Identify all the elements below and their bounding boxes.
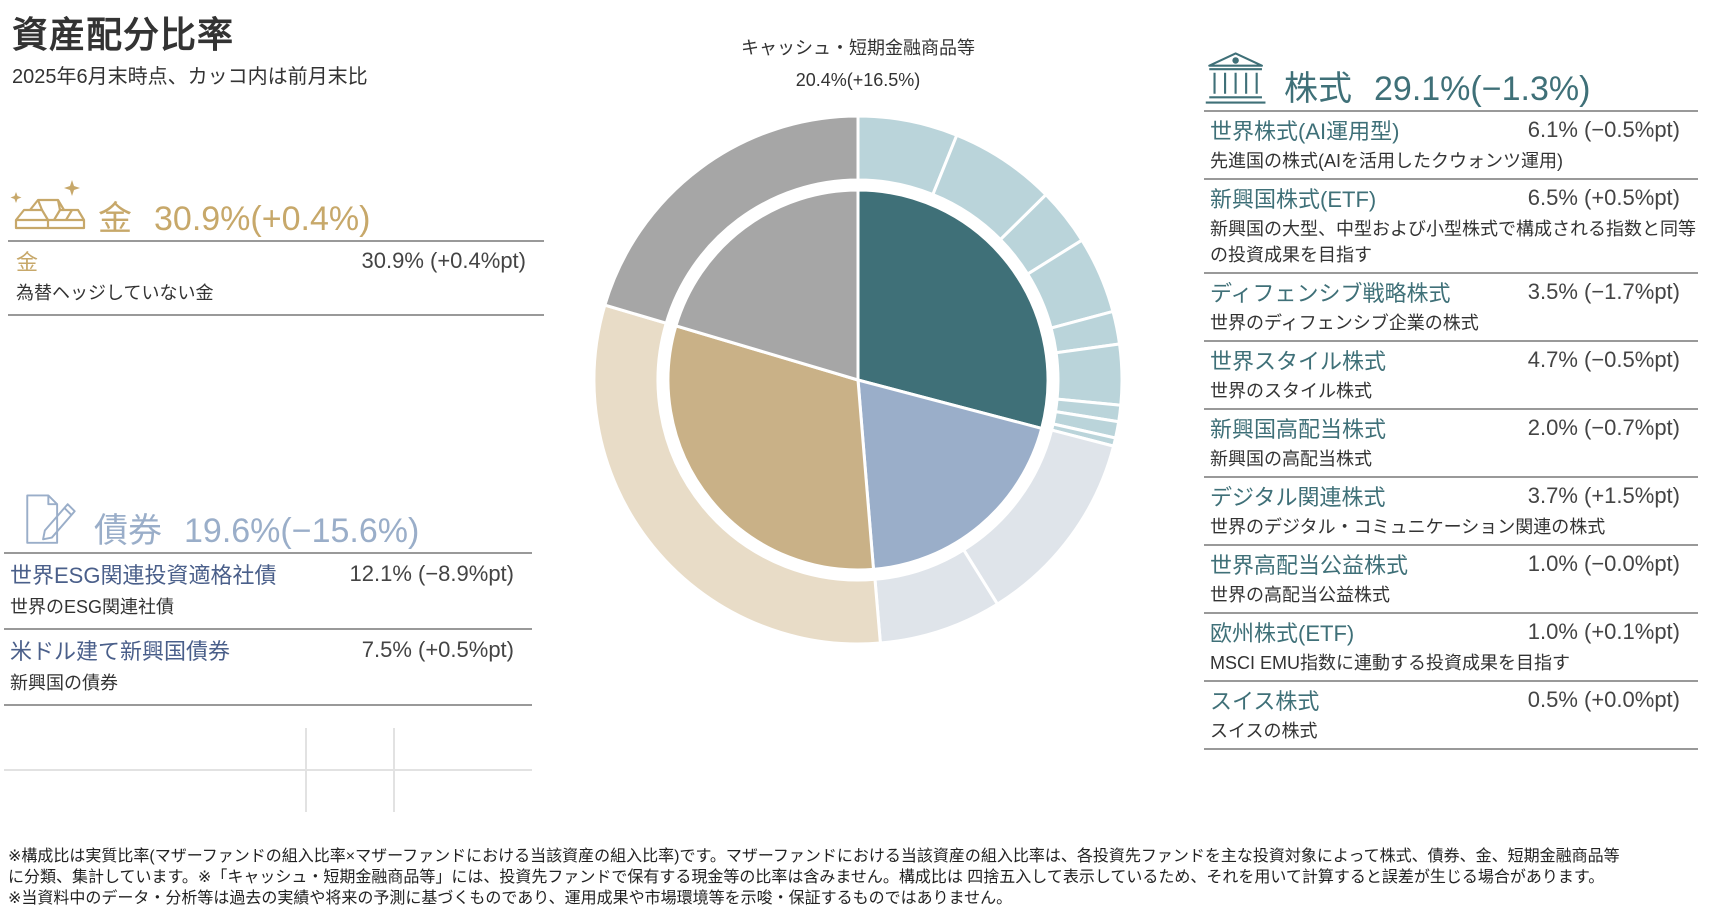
stock-percentage: 29.1%(−1.3%) [1374, 70, 1591, 108]
inner-pie-slice [666, 323, 876, 572]
footnotes: ※構成比は実質比率(マザーファンドの組入比率×マザーファンドにおける当該資産の組… [8, 846, 1708, 909]
stock-item-name: ディフェンシブ戦略株式 [1210, 281, 1451, 306]
donut-chart [592, 114, 1124, 646]
stock-item: 世界スタイル株式 4.7% (−0.5%pt) 世界のスタイル株式 [1204, 340, 1698, 408]
gold-items: 金 30.9% (+0.4%pt) 為替ヘッジしていない金 [8, 240, 544, 316]
stock-section: 株式 29.1%(−1.3%) 世界株式(AI運用型) 6.1% (−0.5%pt… [1204, 40, 1698, 750]
stock-item-desc: MSCI EMU指数に連動する投資成果を目指す [1210, 653, 1570, 673]
stock-item-desc: 世界のデジタル・コミュニケーション関連の株式 [1210, 517, 1606, 537]
bond-item-value: 7.5% (+0.5%pt) [361, 637, 514, 662]
gold-item-name: 金 [16, 250, 39, 275]
stock-item: 世界株式(AI運用型) 6.1% (−0.5%pt) 先進国の株式(AIを活用したク… [1204, 110, 1698, 178]
bond-item: 米ドル建て新興国債券 7.5% (+0.5%pt) 新興国の債券 [4, 628, 532, 706]
bond-section: 債券 19.6%(−15.6%) 世界ESG関連投資適格社債 12.1% (−8… [4, 482, 532, 706]
bond-header: 債券 19.6%(−15.6%) [4, 482, 532, 552]
stock-item-name: 世界株式(AI運用型) [1210, 119, 1400, 144]
decorative-grid [4, 728, 532, 812]
stock-item: 世界高配当公益株式 1.0% (−0.0%pt) 世界の高配当公益株式 [1204, 544, 1698, 612]
stock-item-desc: 世界のディフェンシブ企業の株式 [1210, 313, 1479, 333]
page-title: 資産配分比率 [12, 14, 235, 55]
stock-item-desc: 新興国の大型、中型および小型株式で構成される指数と同等の投資成果を目指す [1210, 219, 1696, 265]
stock-title: 株式 [1284, 70, 1352, 108]
bond-item-desc: 新興国の債券 [10, 673, 118, 693]
bond-item: 世界ESG関連投資適格社債 12.1% (−8.9%pt) 世界のESG関連社債 [4, 552, 532, 628]
stock-item-name: スイス株式 [1210, 689, 1320, 714]
inner-pie-slice [674, 188, 860, 383]
bond-item-name: 世界ESG関連投資適格社債 [10, 563, 277, 588]
stock-item-value: 3.7% (+1.5%pt) [1527, 483, 1680, 508]
stock-item-desc: 先進国の株式(AIを活用したクウォンツ運用) [1210, 151, 1563, 171]
stock-item: デジタル関連株式 3.7% (+1.5%pt) 世界のデジタル・コミュニケーション関… [1204, 476, 1698, 544]
outer-ring-slice [1054, 342, 1124, 407]
stock-item-value: 2.0% (−0.7%pt) [1527, 415, 1680, 440]
gold-item: 金 30.9% (+0.4%pt) 為替ヘッジしていない金 [8, 240, 544, 316]
page-subtitle: 2025年6月末時点、カッコ内は前月末比 [12, 66, 368, 88]
stock-item: 新興国株式(ETF) 6.5% (+0.5%pt) 新興国の大型、中型および小型株式… [1204, 178, 1698, 272]
stock-item-value: 1.0% (+0.1%pt) [1527, 619, 1680, 644]
gold-bars-icon [10, 180, 86, 230]
stock-item-name: 新興国高配当株式 [1210, 417, 1387, 442]
bond-percentage: 19.6%(−15.6%) [184, 512, 420, 550]
gold-header: 金 30.9%(+0.4%) [8, 170, 544, 240]
stock-item-desc: 新興国の高配当株式 [1210, 449, 1372, 469]
outer-ring-slice [592, 303, 883, 646]
bond-item-desc: 世界のESG関連社債 [10, 597, 175, 617]
bond-items: 世界ESG関連投資適格社債 12.1% (−8.9%pt) 世界のESG関連社債… [4, 552, 532, 706]
stock-item-desc: スイスの株式 [1210, 721, 1318, 741]
stock-item-name: デジタル関連株式 [1210, 485, 1386, 510]
document-pen-icon [26, 494, 76, 544]
footnote-line: に分類、集計しています。※「キャッシュ・短期金融商品等」には、投資先ファンドで保… [8, 869, 1605, 886]
gold-percentage: 30.9%(+0.4%) [154, 200, 371, 238]
gold-title: 金 [98, 200, 132, 238]
footnote-line: ※構成比は実質比率(マザーファンドの組入比率×マザーファンドにおける当該資産の組… [8, 848, 1620, 865]
stock-items: 世界株式(AI運用型) 6.1% (−0.5%pt) 先進国の株式(AIを活用したク… [1204, 110, 1698, 750]
stock-item-name: 新興国株式(ETF) [1210, 187, 1377, 212]
stock-item-name: 欧州株式(ETF) [1210, 621, 1355, 646]
gold-item-desc: 為替ヘッジしていない金 [16, 283, 214, 303]
bond-item-value: 12.1% (−8.9%pt) [349, 561, 514, 586]
stock-item-value: 6.5% (+0.5%pt) [1527, 185, 1680, 210]
stock-item-desc: 世界の高配当公益株式 [1210, 585, 1390, 605]
footnote-line: ※当資料中のデータ・分析等は過去の実績や将来の予測に基づくものであり、運用成果や… [8, 890, 1013, 907]
stock-item-value: 4.7% (−0.5%pt) [1527, 347, 1680, 372]
stock-item-value: 0.5% (+0.0%pt) [1527, 687, 1680, 712]
stock-item: 欧州株式(ETF) 1.0% (+0.1%pt) MSCI EMU指数に連動する投資… [1204, 612, 1698, 680]
stock-item-value: 1.0% (−0.0%pt) [1527, 551, 1680, 576]
stock-item: ディフェンシブ戦略株式 3.5% (−1.7%pt) 世界のディフェンシブ企業の株式 [1204, 272, 1698, 340]
bank-building-icon [1205, 52, 1266, 104]
stock-item: スイス株式 0.5% (+0.0%pt) スイスの株式 [1204, 680, 1698, 750]
inner-pie-slice [856, 188, 1050, 431]
stock-item-name: 世界高配当公益株式 [1210, 553, 1409, 578]
cash-annotation-label: キャッシュ・短期金融商品等 [741, 38, 975, 58]
outer-ring-slice [602, 114, 860, 326]
stock-item-value: 6.1% (−0.5%pt) [1527, 117, 1680, 142]
gold-section: 金 30.9%(+0.4%) 金 30.9% (+0.4%pt) 為替ヘッジして… [8, 170, 544, 316]
inner-pie-slice [856, 378, 1044, 571]
allocation-chart: キャッシュ・短期金融商品等 20.4%(+16.5%) [578, 20, 1138, 660]
stock-item-name: 世界スタイル株式 [1210, 349, 1387, 374]
gold-item-value: 30.9% (+0.4%pt) [361, 248, 526, 273]
bond-item-name: 米ドル建て新興国債券 [10, 639, 231, 664]
stock-item-desc: 世界のスタイル株式 [1210, 381, 1372, 401]
stock-item-value: 3.5% (−1.7%pt) [1527, 279, 1680, 304]
bond-title: 債券 [94, 512, 162, 550]
stock-item: 新興国高配当株式 2.0% (−0.7%pt) 新興国の高配当株式 [1204, 408, 1698, 476]
stock-header: 株式 29.1%(−1.3%) [1204, 40, 1698, 110]
cash-annotation-value: 20.4%(+16.5%) [795, 70, 921, 90]
